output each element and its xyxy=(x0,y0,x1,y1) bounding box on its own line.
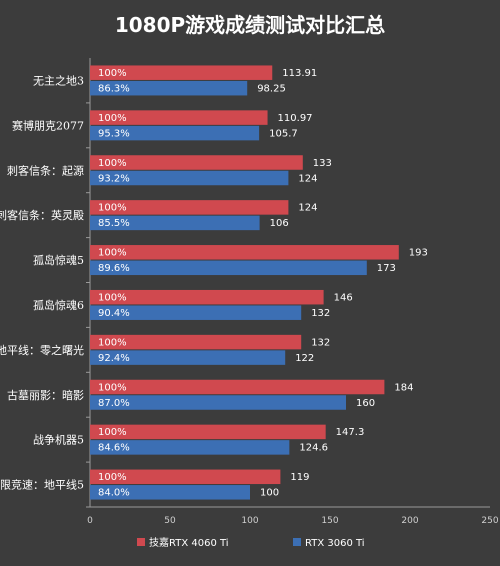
bar-percent-label: 100% xyxy=(98,158,127,169)
bar-value-label: 105.7 xyxy=(269,128,298,139)
x-tick-label: 200 xyxy=(401,516,418,526)
category-label: 赛博朋克2077 xyxy=(12,118,84,132)
bar-rtx3060ti xyxy=(90,80,248,96)
bar-rtx4060ti xyxy=(90,110,268,125)
legend-label: 技嘉RTX 4060 Ti xyxy=(149,536,229,549)
category-label: 古墓丽影：暗影 xyxy=(7,388,84,402)
bar-rtx4060ti xyxy=(90,469,281,485)
bar-rtx3060ti xyxy=(90,440,290,455)
bar-percent-label: 95.3% xyxy=(98,128,130,139)
bar-rtx4060ti xyxy=(90,245,399,260)
bar-rtx3060ti xyxy=(90,305,302,320)
bar-percent-label: 100% xyxy=(98,68,127,79)
category-label: 无主之地3 xyxy=(33,73,84,87)
bar-value-label: 147.3 xyxy=(336,427,365,438)
chart-title: 1080P游戏成绩测试对比汇总 xyxy=(115,13,385,37)
bar-value-label: 100 xyxy=(260,488,279,499)
bar-percent-label: 100% xyxy=(98,203,127,214)
bar-percent-label: 84.0% xyxy=(98,488,130,499)
bar-percent-label: 90.4% xyxy=(98,308,130,319)
bar-rtx3060ti xyxy=(90,170,289,186)
legend: 技嘉RTX 4060 Ti RTX 3060 Ti xyxy=(137,536,365,549)
bar-rtx3060ti xyxy=(90,125,260,141)
bar-percent-label: 100% xyxy=(98,472,127,483)
bar-value-label: 124 xyxy=(298,173,317,184)
x-tick-label: 250 xyxy=(481,516,498,526)
legend-label: RTX 3060 Ti xyxy=(305,538,365,549)
bar-rtx4060ti xyxy=(90,424,326,440)
bar-rtx3060ti xyxy=(90,215,260,231)
x-tick-label: 0 xyxy=(87,516,93,526)
bar-value-label: 124 xyxy=(298,203,317,214)
bar-value-label: 124.6 xyxy=(299,443,328,454)
bar-percent-label: 100% xyxy=(98,382,127,393)
category-label: 刺客信条：起源 xyxy=(7,163,84,177)
bar-value-label: 98.25 xyxy=(257,83,286,94)
bar-percent-label: 100% xyxy=(98,337,127,348)
bar-rtx4060ti xyxy=(90,334,302,350)
category-label: 孤岛惊魂6 xyxy=(33,298,84,312)
bar-value-label: 173 xyxy=(377,263,396,274)
bar-value-label: 132 xyxy=(311,308,330,319)
bar-value-label: 106 xyxy=(270,218,289,229)
bar-percent-label: 100% xyxy=(98,113,127,124)
bar-percent-label: 93.2% xyxy=(98,173,130,184)
bar-value-label: 184 xyxy=(394,382,413,393)
bar-rtx4060ti xyxy=(90,379,385,395)
bar-value-label: 160 xyxy=(356,398,375,409)
category-label: 极限竞速：地平线5 xyxy=(0,478,84,492)
bar-percent-label: 100% xyxy=(98,248,127,259)
bar-percent-label: 89.6% xyxy=(98,263,130,274)
x-tick-label: 100 xyxy=(241,516,258,526)
bar-rtx4060ti xyxy=(90,200,289,215)
bar-percent-label: 87.0% xyxy=(98,398,130,409)
bar-rtx3060ti xyxy=(90,350,286,365)
bar-percent-label: 85.5% xyxy=(98,218,130,229)
bar-rtx3060ti xyxy=(90,260,367,276)
bar-rtx4060ti xyxy=(90,155,303,170)
x-tick-label: 150 xyxy=(321,516,338,526)
bar-percent-label: 100% xyxy=(98,292,127,303)
legend-swatch xyxy=(137,538,145,546)
legend-swatch xyxy=(293,538,301,546)
category-label: 地平线：零之曙光 xyxy=(0,343,84,357)
category-label: 刺客信条：英灵殿 xyxy=(0,208,84,222)
bar-rtx4060ti xyxy=(90,65,273,80)
bar-percent-label: 86.3% xyxy=(98,83,130,94)
plot-area: 0 50 100 150 200 250 无主之地3 100% 113.91 86.3% 98.25… xyxy=(0,58,499,526)
bar-value-label: 133 xyxy=(313,158,332,169)
bar-value-label: 113.91 xyxy=(282,68,317,79)
bar-value-label: 146 xyxy=(334,292,353,303)
bar-rtx3060ti xyxy=(90,485,250,500)
bar-value-label: 119 xyxy=(290,472,309,483)
bar-percent-label: 84.6% xyxy=(98,443,130,454)
bar-value-label: 122 xyxy=(295,353,314,364)
bar-percent-label: 100% xyxy=(98,427,127,438)
bar-value-label: 132 xyxy=(311,337,330,348)
bar-percent-label: 92.4% xyxy=(98,353,130,364)
bar-value-label: 110.97 xyxy=(278,113,313,124)
bar-value-label: 193 xyxy=(409,248,428,259)
x-tick-label: 50 xyxy=(164,516,176,526)
bar-rtx4060ti xyxy=(90,289,324,305)
bar-rtx3060ti xyxy=(90,395,346,410)
category-label: 战争机器5 xyxy=(33,433,84,447)
category-label: 孤岛惊魂5 xyxy=(33,253,84,267)
